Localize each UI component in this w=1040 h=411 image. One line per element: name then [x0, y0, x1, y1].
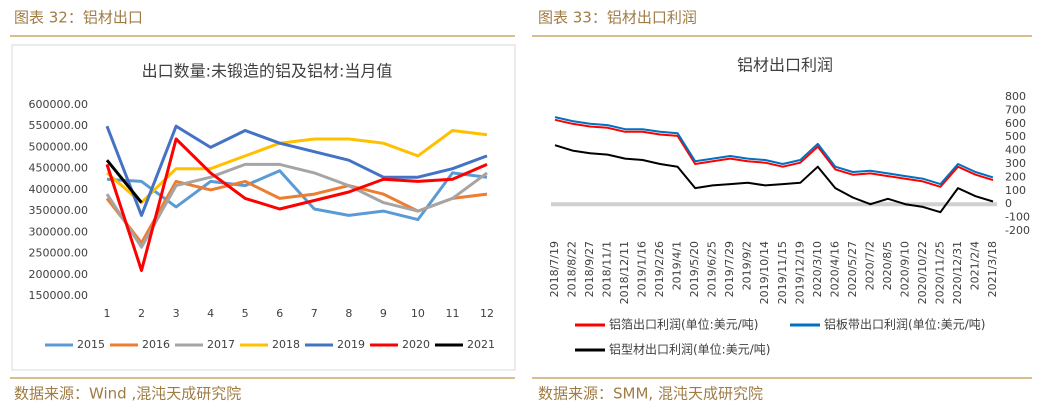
y-tick-label: 450000.00: [29, 162, 89, 175]
x-tick-label: 2019/12/19: [793, 241, 806, 304]
x-tick-label: 5: [242, 307, 249, 320]
x-tick-label: 3: [173, 307, 180, 320]
x-tick-label: 2019/2/26: [653, 241, 666, 297]
x-tick-label: 2020/9/10: [898, 241, 911, 297]
x-tick-label: 2019/1/16: [636, 241, 649, 297]
x-tick-label: 2018/11/1: [601, 241, 614, 297]
chart-title: 铝材出口利润: [737, 56, 833, 75]
series-line: [554, 118, 994, 188]
legend-label: 铝型材出口利润(单位:美元/吨): [609, 342, 770, 357]
x-tick-label: 2020/4/16: [828, 241, 841, 297]
legend-label: 2017: [207, 338, 235, 351]
legend-label: 2020: [402, 338, 430, 351]
y-tick-label: 500000.00: [29, 140, 89, 153]
legend-label: 2016: [142, 338, 170, 351]
x-tick-label: 2020/5/27: [846, 241, 859, 297]
x-tick-label: 1: [104, 307, 111, 320]
y-tick-label: 350000.00: [29, 204, 89, 217]
source-note: 数据来源：SMM, 混沌天成研究院: [538, 385, 763, 403]
y-tick-label: 250000.00: [29, 247, 89, 260]
x-tick-label: 11: [445, 307, 459, 320]
chart-title: 出口数量:未锻造的铝及铝材:当月值: [142, 62, 393, 81]
y-tick-label: 700: [1005, 103, 1026, 116]
x-tick-label: 2018/12/11: [618, 241, 631, 304]
legend-label: 铝箔出口利润(单位:美元/吨): [609, 317, 758, 332]
legend-label: 2019: [337, 338, 365, 351]
y-tick-label: 400: [1005, 144, 1026, 157]
x-tick-label: 2019/7/29: [723, 241, 736, 297]
series-line: [105, 159, 143, 204]
x-tick-label: 2019/6/25: [706, 241, 719, 297]
chart-frame: [11, 44, 516, 371]
x-tick-label: 2019/5/20: [688, 241, 701, 297]
y-tick-label: 300000.00: [29, 225, 89, 238]
x-tick-label: 2020/7/2: [863, 241, 876, 290]
x-tick-label: 6: [276, 307, 283, 320]
y-tick-label: -100: [1005, 211, 1030, 224]
x-tick-label: 2018/8/22: [566, 241, 579, 297]
x-tick-label: 2019/10/14: [758, 241, 771, 304]
y-tick-label: -200: [1005, 224, 1030, 237]
series-line: [105, 162, 488, 249]
x-tick-label: 2021/2/4: [968, 241, 981, 290]
x-tick-label: 9: [380, 307, 387, 320]
x-tick-label: 2: [138, 307, 145, 320]
x-tick-label: 2019/11/15: [776, 241, 789, 304]
x-tick-label: 2020/8/5: [881, 241, 894, 290]
source-note: 数据来源：Wind ,混沌天成研究院: [14, 385, 241, 403]
legend-label: 2015: [77, 338, 105, 351]
x-tick-label: 2020/12/31: [951, 241, 964, 304]
x-tick-label: 2020/11/25: [933, 241, 946, 304]
legend-label: 2018: [272, 338, 300, 351]
series-line: [105, 137, 488, 272]
y-tick-label: 800: [1005, 90, 1026, 103]
x-tick-label: 2018/9/27: [583, 241, 596, 297]
series-line: [554, 116, 994, 186]
y-tick-label: 150000.00: [29, 289, 89, 302]
y-tick-label: 200: [1005, 170, 1026, 183]
y-tick-label: 300: [1005, 157, 1026, 170]
figure-header: 图表 32：铝材出口: [14, 9, 143, 27]
legend-label: 2021: [467, 338, 495, 351]
x-tick-label: 2019/9/2: [741, 241, 754, 290]
y-tick-label: 400000.00: [29, 183, 89, 196]
figure-header: 图表 33：铝材出口利润: [538, 9, 697, 27]
y-tick-label: 200000.00: [29, 268, 89, 281]
series-line: [106, 129, 488, 205]
y-tick-label: 100: [1005, 184, 1026, 197]
series-line: [106, 169, 488, 222]
x-tick-label: 12: [480, 307, 494, 320]
y-tick-label: 600000.00: [29, 98, 89, 111]
y-tick-label: 0: [1005, 197, 1012, 210]
x-tick-label: 2018/7/19: [548, 241, 561, 297]
y-tick-label: 500: [1005, 130, 1026, 143]
x-tick-label: 7: [311, 307, 318, 320]
legend-label: 铝板带出口利润(单位:美元/吨): [824, 317, 985, 332]
y-tick-label: 550000.00: [29, 119, 89, 132]
x-tick-label: 10: [411, 307, 425, 320]
y-tick-label: 600: [1005, 117, 1026, 130]
x-tick-label: 4: [207, 307, 214, 320]
x-tick-label: 2021/3/18: [986, 241, 999, 297]
series-line: [554, 144, 994, 214]
series-line: [105, 124, 488, 217]
x-tick-label: 2020/10/22: [916, 241, 929, 304]
x-tick-label: 2019/4/1: [671, 241, 684, 290]
x-tick-label: 2020/3/10: [811, 241, 824, 297]
x-tick-label: 8: [345, 307, 352, 320]
